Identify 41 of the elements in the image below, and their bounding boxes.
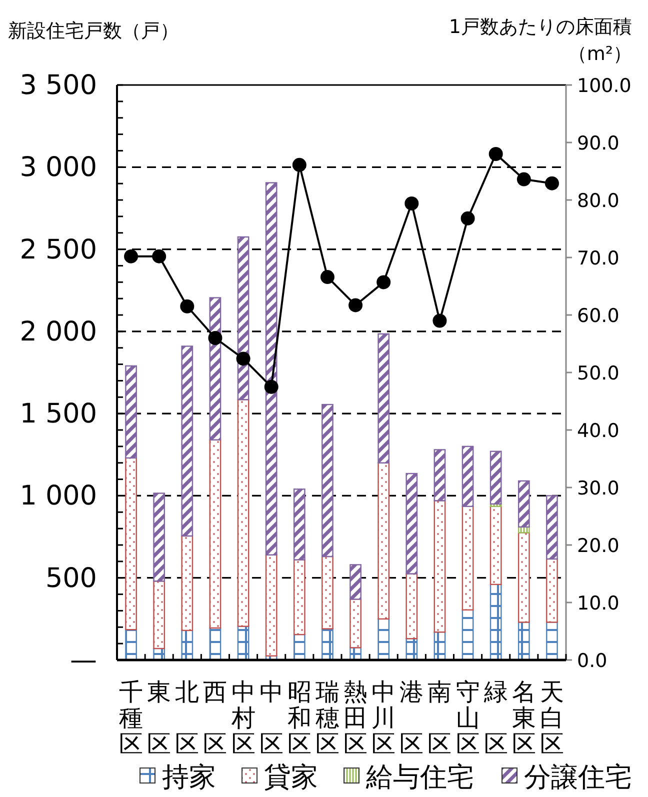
- x-tick-label: 天白区: [540, 678, 564, 758]
- y-tick-label: 2 000: [20, 316, 97, 348]
- x-tick-label: 中川区: [372, 678, 396, 758]
- y2-tick-label: 60.0: [577, 305, 620, 327]
- x-tick-label: 中区: [259, 678, 284, 758]
- y-tick-label: 1 500: [20, 398, 97, 430]
- x-tick-label: 昭和区: [287, 678, 312, 758]
- x-tick-label: 瑞穂区: [315, 678, 340, 758]
- x-tick-label: 名東区: [512, 678, 536, 758]
- legend-label: 貸家: [264, 762, 318, 793]
- y-tick-label: 1 000: [20, 480, 97, 512]
- legend-label: 持家: [162, 762, 216, 793]
- y2-tick-label: 10.0: [577, 592, 620, 614]
- y-tick-label: 500: [45, 562, 97, 594]
- x-tick-label: 北区: [175, 678, 200, 758]
- x-tick-label: 西区: [203, 678, 228, 758]
- y2-tick-label: 50.0: [577, 362, 620, 384]
- x-tick-label: 東区: [147, 678, 172, 758]
- x-tick-label: 南区: [428, 678, 452, 758]
- y2-tick-label: 80.0: [577, 190, 620, 212]
- x-tick-label: 港区: [400, 678, 424, 758]
- y2-tick-label: 0.0: [577, 650, 608, 672]
- x-tick-label: 中村区: [230, 678, 256, 758]
- y-tick-label: 2 500: [20, 234, 97, 266]
- y2-tick-label: 20.0: [577, 535, 620, 557]
- y2-tick-label: 30.0: [577, 478, 620, 500]
- legend-label: 分譲住宅: [524, 762, 632, 793]
- y2-tick-label: 70.0: [577, 248, 620, 270]
- x-tick-label: 熱田区: [344, 678, 368, 758]
- y-axis-title: 新設住宅戸数（戸）: [8, 20, 179, 42]
- y2-tick-label: 90.0: [577, 132, 620, 154]
- y-tick-label: 3 000: [20, 152, 97, 184]
- y2-tick-label: 100.0: [577, 75, 632, 97]
- y2-tick-label: 40.0: [577, 420, 620, 442]
- y2-axis-title: 1戸数あたりの床面積（m²）: [448, 16, 632, 65]
- x-tick-label: 守山区: [456, 678, 480, 758]
- y-tick-label: —: [70, 645, 97, 676]
- x-tick-label: 千種区: [119, 678, 144, 758]
- x-tick-label: 緑区: [482, 678, 508, 758]
- y-tick-label: 3 500: [20, 70, 97, 101]
- legend-label: 給与住宅: [365, 762, 474, 793]
